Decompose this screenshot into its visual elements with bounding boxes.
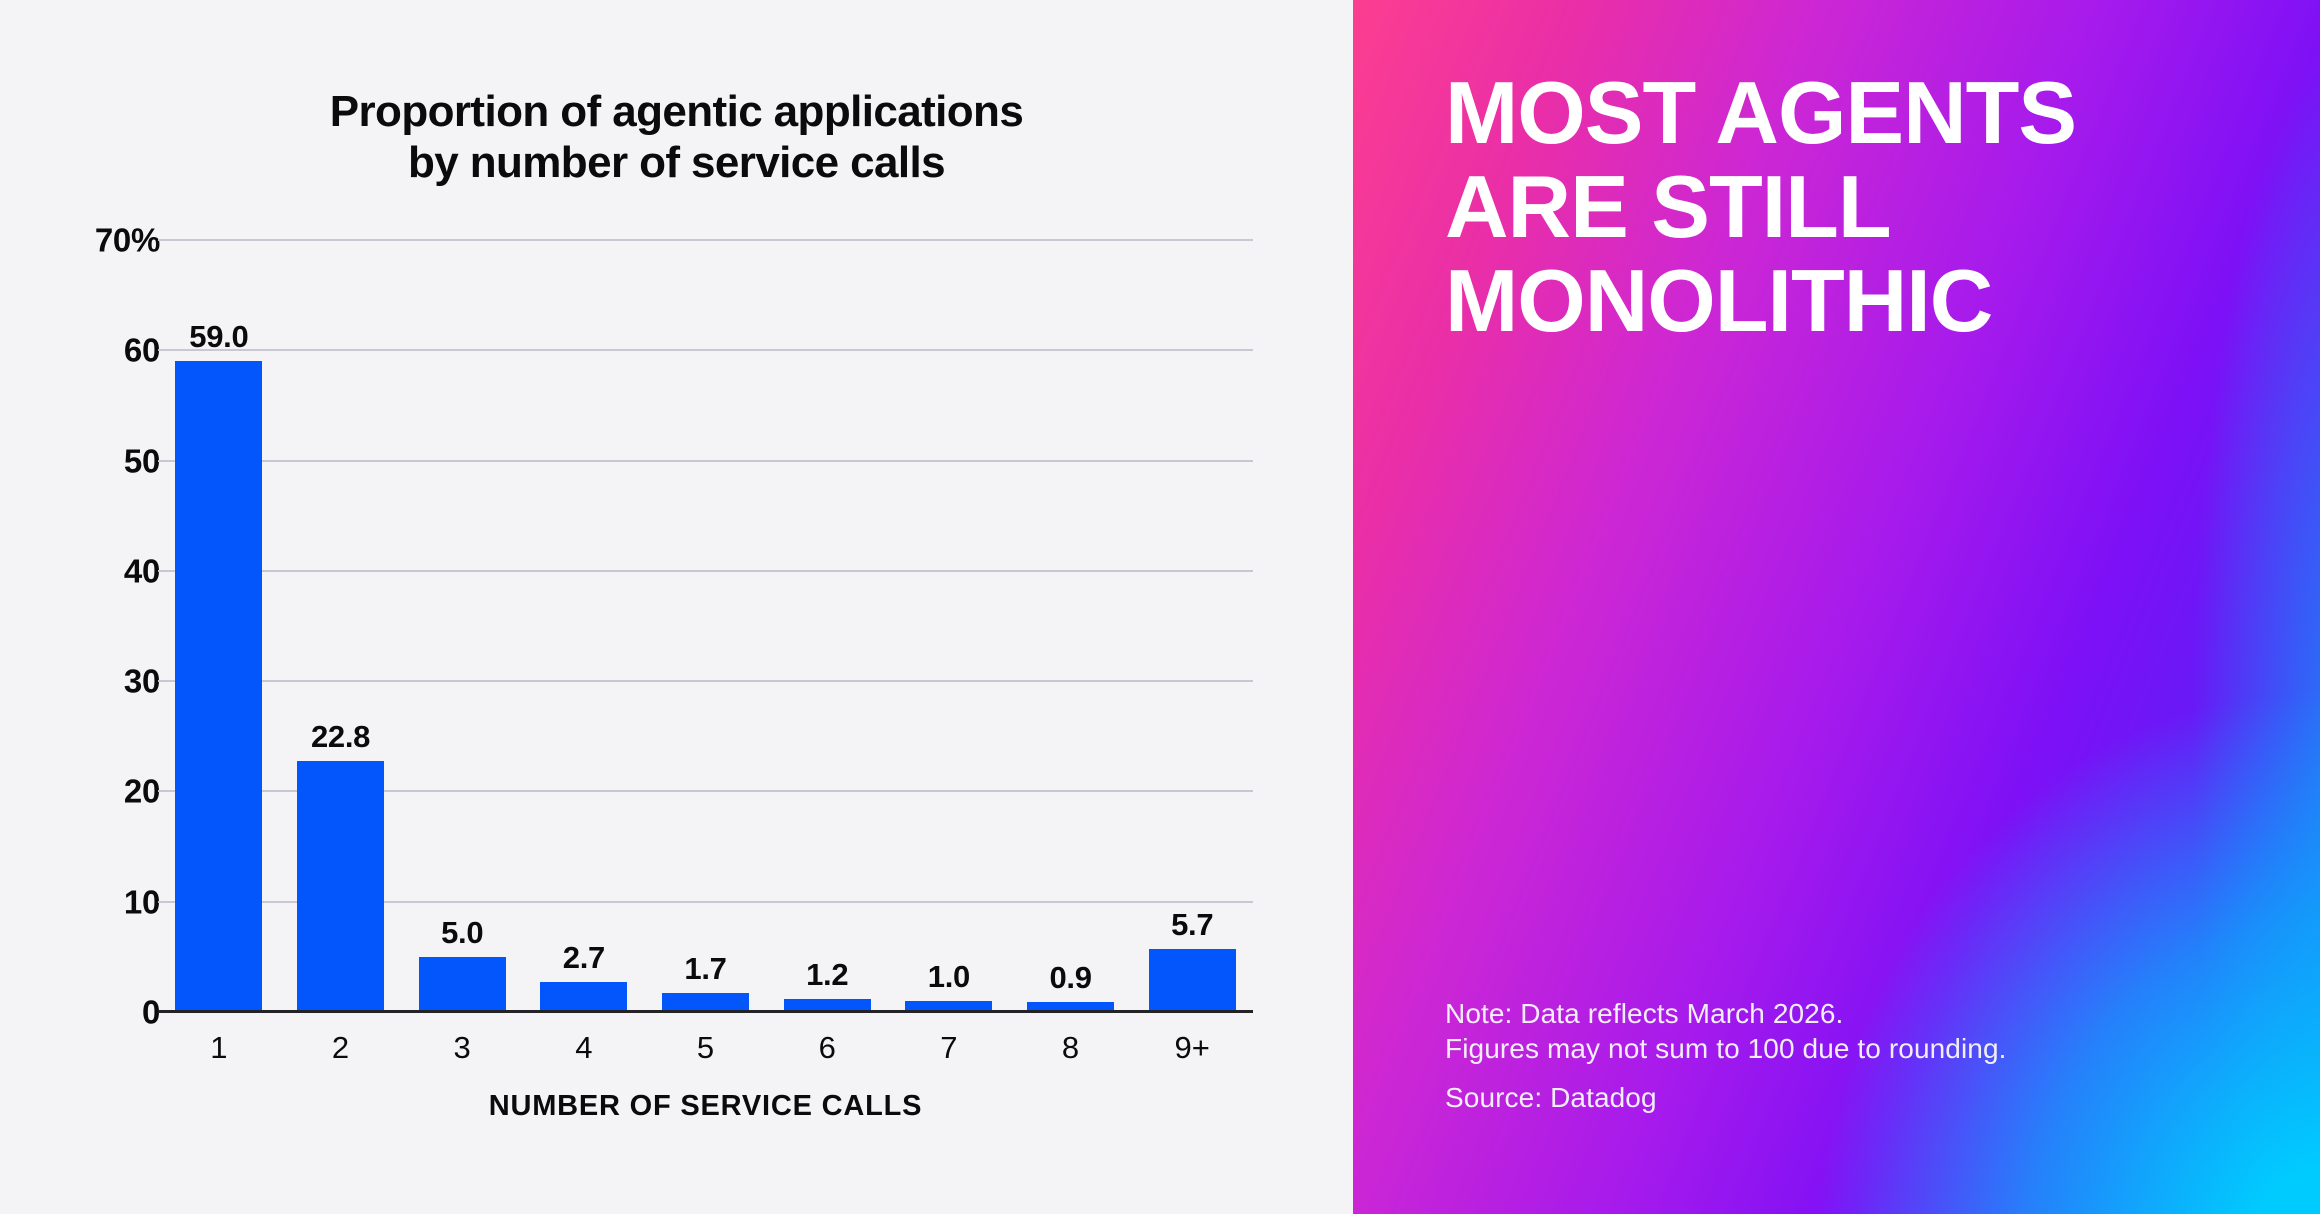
gridline [158,790,1253,793]
bar-value-label: 1.7 [684,951,727,987]
bar-value-label: 0.9 [1049,960,1092,996]
gridline [158,900,1253,903]
y-tick-label: 70% [94,221,160,259]
gradient-panel: MOST AGENTS ARE STILL MONOLITHIC Note: D… [1353,0,2320,1214]
bar-value-label: 1.2 [806,956,849,992]
x-axis-line [158,1010,1253,1013]
gridline [158,680,1253,683]
gridline [158,459,1253,462]
bar [297,760,384,1012]
plot-area: 59.0 22.8 5.0 2.7 1.7 1.2 1.0 0.9 5.7 [158,239,1253,1013]
bar-slot: 59.0 [158,321,280,1012]
y-tick-label: 30 [123,662,160,700]
bar-slot: 5.0 [401,917,523,1012]
bar [175,361,263,1012]
y-tick-label: 0 [141,993,160,1031]
bar-slot: 22.8 [280,721,402,1012]
bar [540,982,628,1012]
bar [1148,949,1236,1012]
bar [1027,1002,1115,1012]
bar [905,1000,993,1012]
chart-title-line-2: by number of service calls [407,138,946,188]
x-tick-label: 2 [331,1030,350,1065]
bar-slot: 1.0 [888,961,1010,1012]
headline-line-3: MONOLITHIC [1445,251,1993,351]
bar-value-label: 22.8 [310,718,371,754]
x-axis-title: NUMBER OF SERVICE CALLS [488,1090,923,1122]
bar-value-label: 59.0 [189,319,249,355]
note-line-2: Figures may not sum to 100 due to roundi… [1445,1033,2007,1064]
x-tick-label: 3 [453,1030,471,1065]
chart-title: Proportion of agentic applications by nu… [0,86,1353,189]
bar-slot: 2.7 [523,942,645,1012]
y-tick-label: 60 [123,331,160,369]
y-tick-label: 50 [123,442,160,480]
bars-row: 59.0 22.8 5.0 2.7 1.7 1.2 1.0 0.9 5.7 [158,240,1253,1012]
bar [783,998,871,1012]
bar [418,956,506,1012]
headline-line-2: ARE STILL [1445,157,1892,257]
y-tick-label: 40 [123,552,160,590]
y-tick-label: 10 [123,883,160,921]
x-tick-label: 1 [210,1030,228,1065]
gridline [158,239,1253,241]
bar-slot: 1.2 [766,959,888,1012]
x-tick-label: 7 [940,1030,958,1065]
note-block: Note: Data reflects March 2026. Figures … [1445,996,2205,1115]
chart-panel: Proportion of agentic applications by nu… [0,0,1353,1214]
bar-value-label: 1.0 [927,958,971,994]
x-tick-label: 8 [1061,1030,1080,1065]
x-tick-label: 4 [575,1030,593,1065]
y-axis-labels: 70% 60 50 40 30 20 10 0 [0,224,160,1029]
x-tick-label: 6 [818,1030,836,1065]
source-line: Source: Datadog [1445,1082,1657,1113]
y-tick-label: 20 [123,772,160,810]
gridline [158,349,1253,352]
bar-slot: 1.7 [645,953,767,1012]
note-line-1: Note: Data reflects March 2026. [1445,998,1844,1029]
gridline [158,569,1253,572]
bar-slot: 0.9 [1010,962,1132,1012]
x-axis-labels: 1 2 3 4 5 6 7 8 9+ [158,1030,1253,1066]
bar-value-label: 2.7 [562,940,606,976]
bar [662,993,750,1012]
x-tick-label: 9+ [1174,1030,1210,1065]
bar-slot: 5.7 [1131,909,1253,1012]
bar-value-label: 5.7 [1171,907,1214,943]
bar-value-label: 5.0 [441,914,484,950]
chart-title-line-1: Proportion of agentic applications [329,87,1024,136]
headline: MOST AGENTS ARE STILL MONOLITHIC [1445,63,2245,351]
headline-line-1: MOST AGENTS [1445,63,2077,162]
x-tick-label: 5 [696,1030,715,1065]
